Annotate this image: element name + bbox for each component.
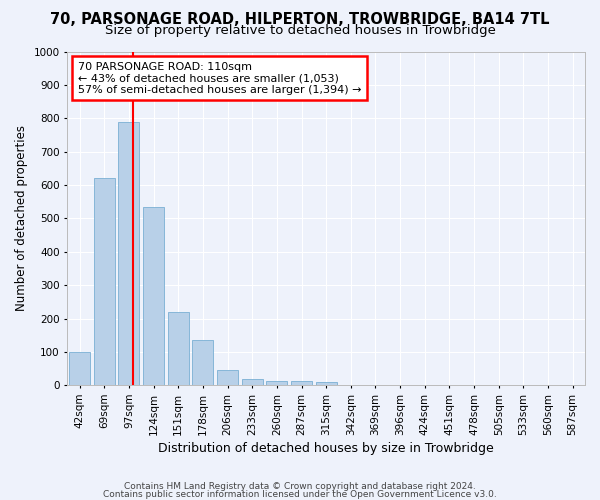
X-axis label: Distribution of detached houses by size in Trowbridge: Distribution of detached houses by size …: [158, 442, 494, 455]
Y-axis label: Number of detached properties: Number of detached properties: [15, 126, 28, 312]
Bar: [217, 370, 238, 386]
Text: Contains public sector information licensed under the Open Government Licence v3: Contains public sector information licen…: [103, 490, 497, 499]
Text: 70 PARSONAGE ROAD: 110sqm
← 43% of detached houses are smaller (1,053)
57% of se: 70 PARSONAGE ROAD: 110sqm ← 43% of detac…: [77, 62, 361, 94]
Bar: [168, 312, 189, 386]
Bar: [69, 352, 90, 386]
Text: 70, PARSONAGE ROAD, HILPERTON, TROWBRIDGE, BA14 7TL: 70, PARSONAGE ROAD, HILPERTON, TROWBRIDG…: [50, 12, 550, 28]
Text: Size of property relative to detached houses in Trowbridge: Size of property relative to detached ho…: [104, 24, 496, 37]
Text: Contains HM Land Registry data © Crown copyright and database right 2024.: Contains HM Land Registry data © Crown c…: [124, 482, 476, 491]
Bar: [242, 380, 263, 386]
Bar: [193, 340, 214, 386]
Bar: [291, 382, 312, 386]
Bar: [94, 178, 115, 386]
Bar: [143, 206, 164, 386]
Bar: [266, 382, 287, 386]
Bar: [316, 382, 337, 386]
Bar: [118, 122, 139, 386]
